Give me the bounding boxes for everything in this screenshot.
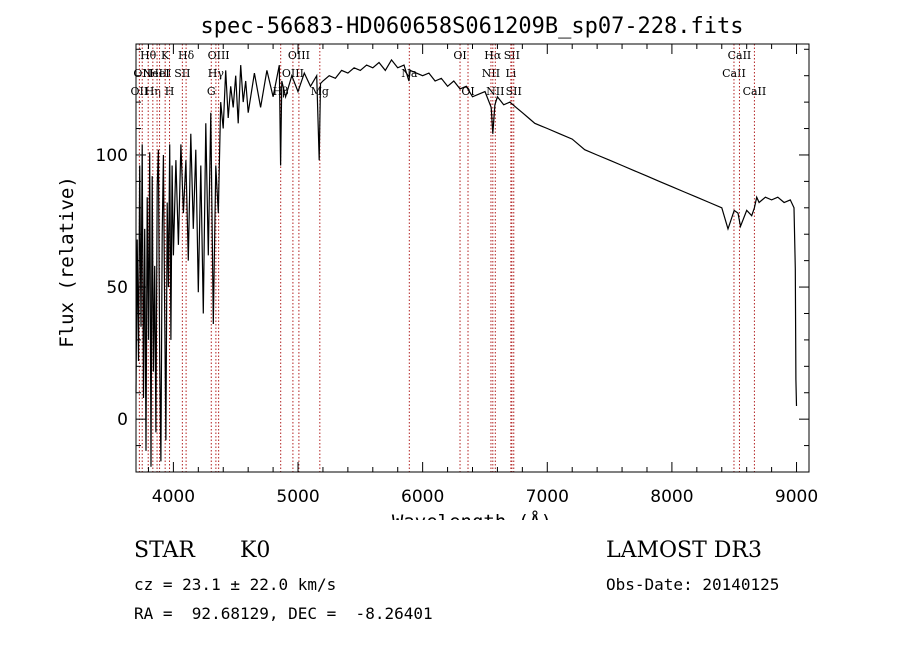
line-label-28: CaII (743, 85, 767, 98)
line-label-25: SII (506, 85, 522, 98)
spectrum-series-line (135, 58, 798, 467)
line-label-18: OI (453, 49, 466, 62)
line-label-11: Hγ (208, 67, 225, 80)
line-label-2: Hθ (140, 49, 157, 62)
line-label-22: NII (486, 85, 504, 98)
line-label-3: Hη (145, 85, 161, 98)
x-axis-label: Wavelength (Å) (392, 510, 552, 520)
coordinates: RA = 92.68129, DEC = -8.26401 (134, 604, 433, 623)
y-axis-label: Flux (relative) (56, 176, 78, 348)
x-tick-label-4: 8000 (650, 487, 693, 507)
spectrum-chart: spec-56683-HD060658S061209B_sp07-228.fit… (56, 14, 818, 520)
line-label-9: Hδ (178, 49, 195, 62)
x-tick-label-0: 4000 (152, 487, 195, 507)
line-label-27: CaII (728, 49, 752, 62)
spectral-line-markers: OIIOIIHθHηNeIIIHeIKHSIIHδGHγOIIIHβOIIIOI… (131, 44, 767, 472)
x-tick-label-2: 6000 (401, 487, 444, 507)
x-tick-label-3: 7000 (526, 487, 569, 507)
x-tick-label-5: 9000 (775, 487, 818, 507)
line-label-21: Hα (484, 49, 502, 62)
obs-date: Obs-Date: 20140125 (606, 575, 780, 594)
x-axis: 4000 5000 6000 7000 8000 9000 (147, 44, 818, 507)
object-class: STAR (134, 538, 195, 563)
line-label-7: H (165, 85, 175, 98)
y-tick-label-1: 50 (106, 278, 128, 298)
y-tick-label-2: 100 (96, 146, 128, 166)
survey-name: LAMOST DR3 (606, 538, 762, 563)
line-label-10: G (207, 85, 216, 98)
line-label-23: Li (505, 67, 516, 80)
line-label-24: SII (504, 49, 520, 62)
line-label-8: SII (174, 67, 190, 80)
line-label-26: CaII (722, 67, 746, 80)
line-label-6: K (161, 49, 170, 62)
y-tick-label-0: 0 (117, 410, 128, 430)
line-label-4: NeIII (142, 67, 171, 80)
chart-title: spec-56683-HD060658S061209B_sp07-228.fit… (200, 14, 743, 39)
y-axis: 0 50 100 (96, 48, 809, 447)
line-label-0: OII (133, 67, 151, 80)
redshift-cz: cz = 23.1 ± 22.0 km/s (134, 575, 337, 594)
object-subclass: K0 (240, 538, 271, 563)
line-label-12: OIII (208, 49, 230, 62)
line-label-15: OIII (288, 49, 310, 62)
line-label-1: OII (131, 85, 149, 98)
line-label-5: HeI (149, 67, 169, 80)
x-tick-label-1: 5000 (276, 487, 319, 507)
line-label-20: NII (482, 67, 500, 80)
